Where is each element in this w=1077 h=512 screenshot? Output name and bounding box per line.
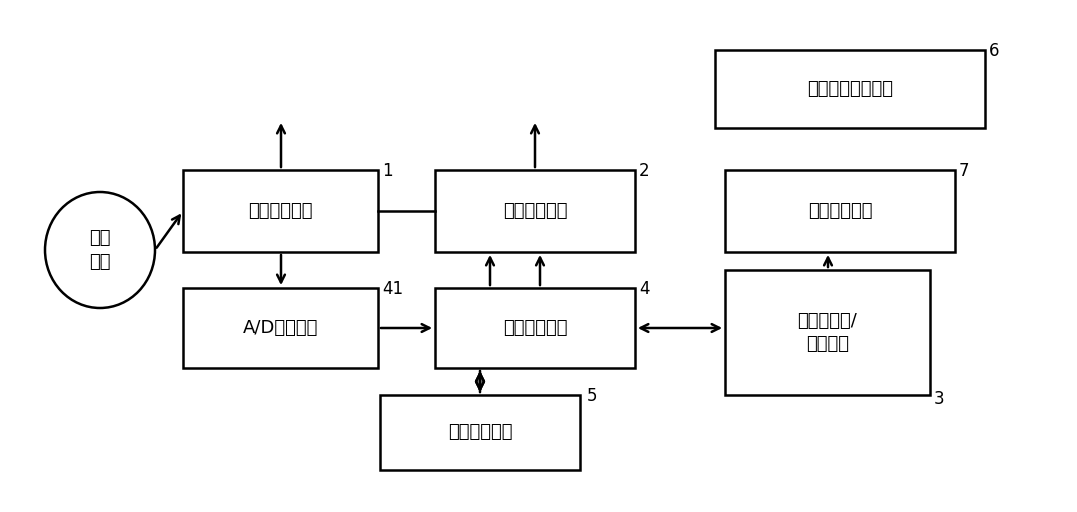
Text: 人机交互单元: 人机交互单元 <box>448 423 513 441</box>
Text: 4: 4 <box>639 280 649 298</box>
Bar <box>183 288 378 368</box>
Text: 5: 5 <box>587 387 598 405</box>
Text: 3: 3 <box>934 390 945 408</box>
Bar <box>183 170 378 252</box>
Text: 7: 7 <box>959 162 969 180</box>
Text: 6: 6 <box>989 42 999 60</box>
Text: 1: 1 <box>382 162 393 180</box>
Text: 对地电阻输出电路: 对地电阻输出电路 <box>807 80 893 98</box>
Text: 电容输出回路: 电容输出回路 <box>808 202 872 220</box>
Text: A/D转换单元: A/D转换单元 <box>242 319 318 337</box>
Text: 电压变换单元: 电压变换单元 <box>249 202 312 220</box>
Bar <box>435 170 635 252</box>
Text: 交流
市电: 交流 市电 <box>89 229 111 271</box>
Text: 中央控制单元: 中央控制单元 <box>503 319 568 337</box>
Text: 电源输出单元: 电源输出单元 <box>503 202 568 220</box>
Text: 开关量输入/
输出单元: 开关量输入/ 输出单元 <box>798 312 857 353</box>
Text: 2: 2 <box>639 162 649 180</box>
Bar <box>725 170 955 252</box>
Bar <box>715 50 985 128</box>
Bar <box>435 288 635 368</box>
Bar <box>380 395 581 470</box>
Bar <box>725 270 931 395</box>
Text: 41: 41 <box>382 280 403 298</box>
